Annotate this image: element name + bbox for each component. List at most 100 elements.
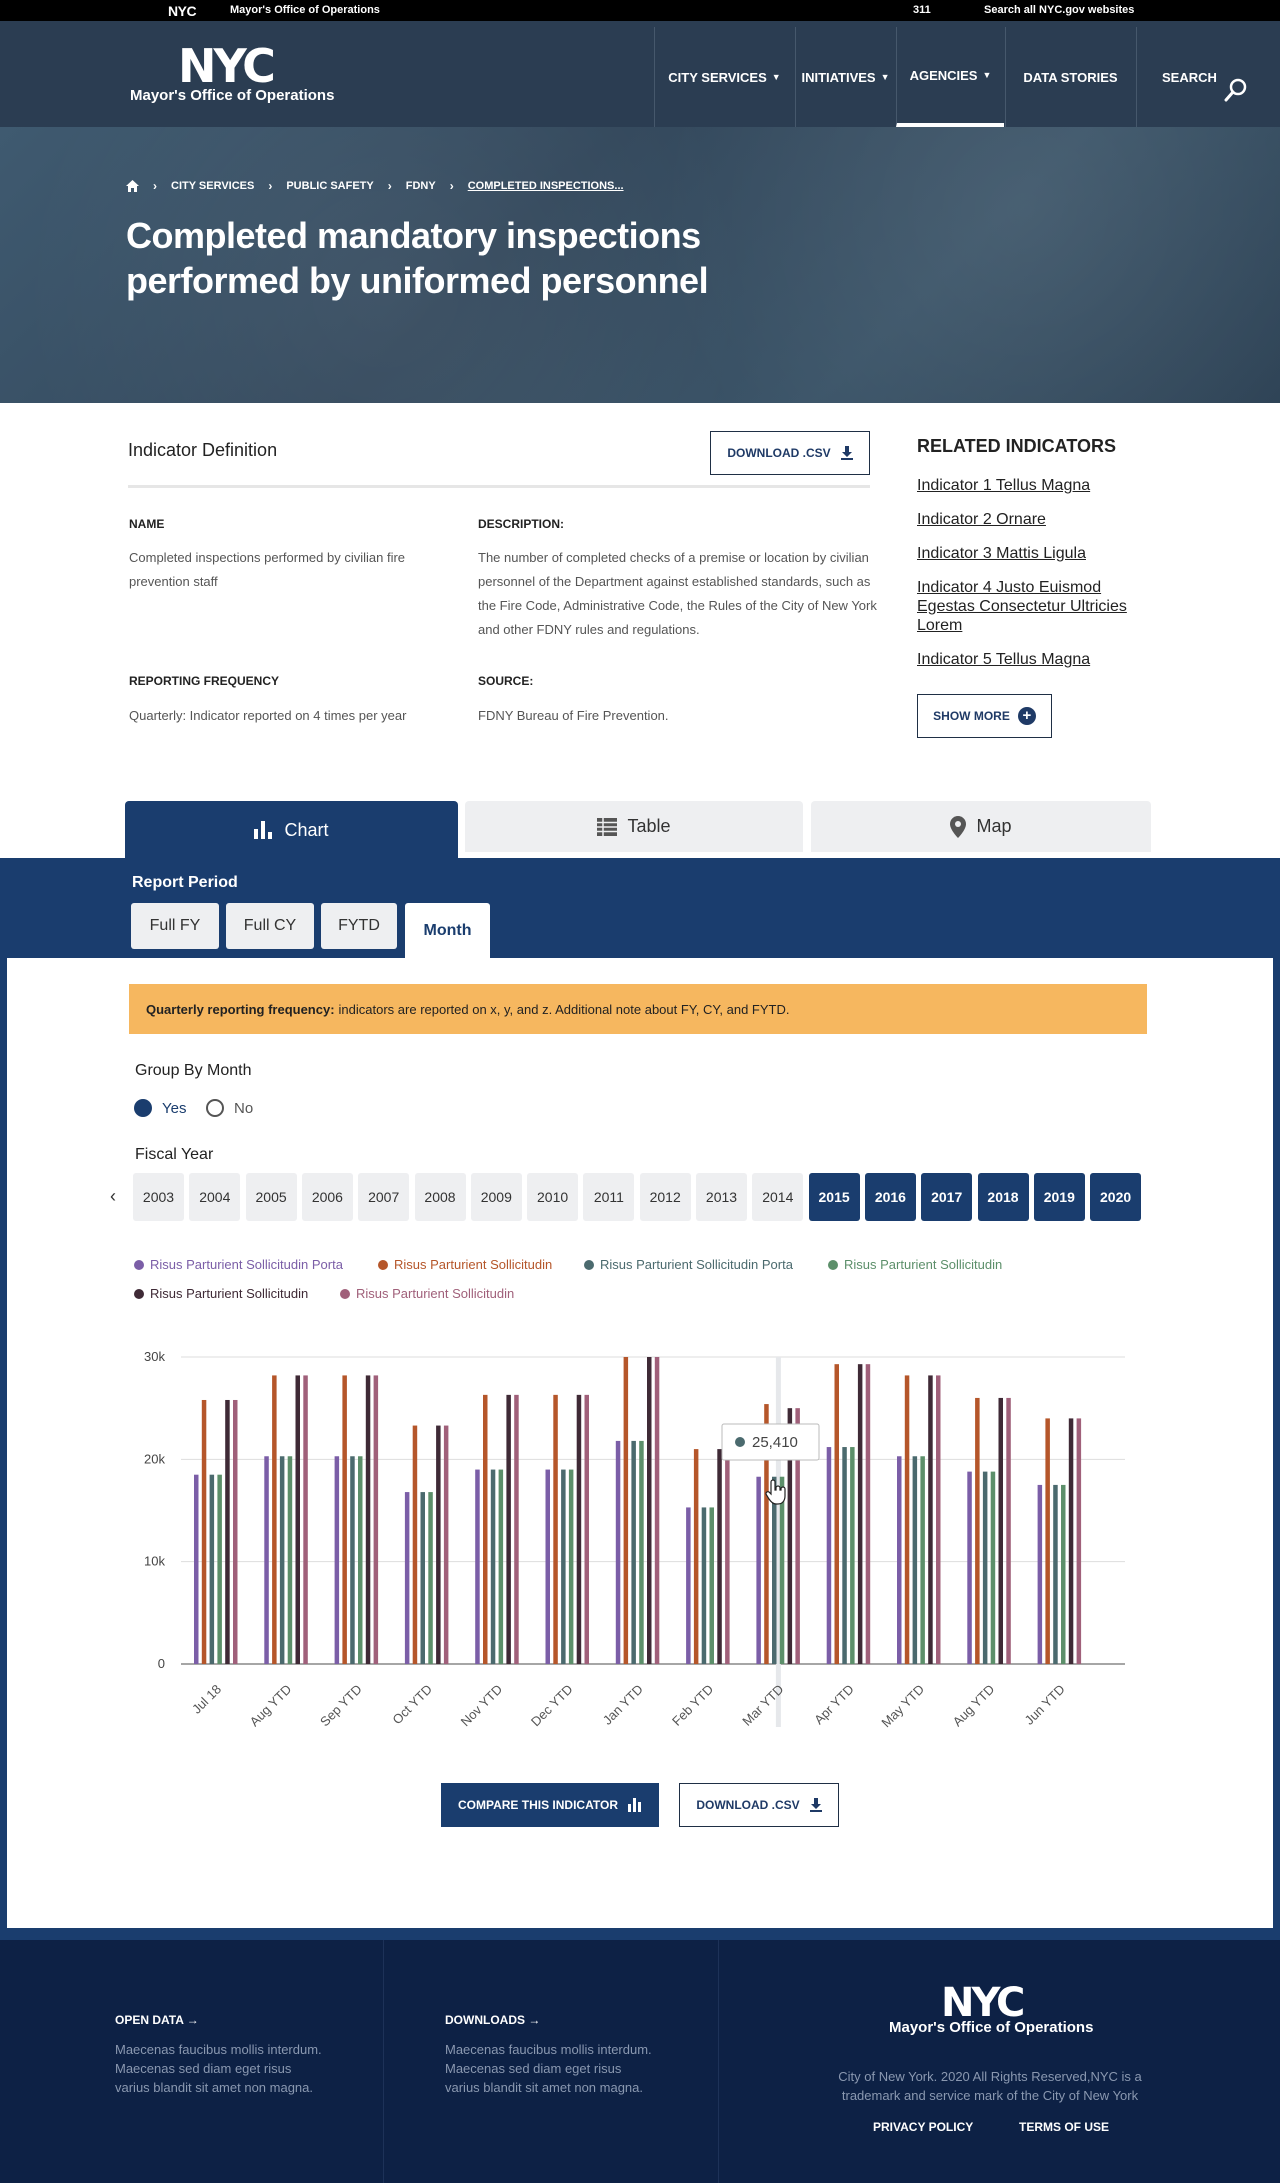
open-data-link[interactable]: OPEN DATA → xyxy=(115,2013,199,2027)
chart-bar[interactable] xyxy=(787,1408,793,1664)
legend-item[interactable]: Risus Parturient Sollicitudin xyxy=(378,1257,552,1272)
period-tab-full-cy[interactable]: Full CY xyxy=(226,903,314,949)
chart-bar[interactable] xyxy=(850,1447,855,1664)
chart-bar[interactable] xyxy=(350,1456,355,1664)
fiscal-year-2005[interactable]: 2005 xyxy=(245,1173,297,1221)
chart-bar[interactable] xyxy=(936,1375,941,1664)
chart-bar[interactable] xyxy=(725,1449,730,1664)
fiscal-year-2009[interactable]: 2009 xyxy=(470,1173,522,1221)
chart-bar[interactable] xyxy=(272,1375,277,1664)
nyc-logo-small[interactable]: NYC xyxy=(168,3,197,19)
nav-city-services[interactable]: CITY SERVICES ▼ xyxy=(654,27,794,127)
related-link[interactable]: Indicator 5 Tellus Magna xyxy=(917,651,1091,668)
logo-subtitle[interactable]: Mayor's Office of Operations xyxy=(130,87,335,104)
chart-bar[interactable] xyxy=(373,1375,379,1664)
chevron-left-icon[interactable]: ‹ xyxy=(110,1186,116,1206)
chart-bar[interactable] xyxy=(568,1469,574,1664)
period-tab-month[interactable]: Month xyxy=(405,903,490,958)
chart-bar[interactable] xyxy=(826,1447,832,1664)
nav-agencies[interactable]: AGENCIES ▼ xyxy=(896,27,1004,127)
link-311[interactable]: 311 xyxy=(913,4,931,16)
chart-bar[interactable] xyxy=(990,1471,996,1664)
chart-bar[interactable] xyxy=(998,1397,1004,1664)
chart-bar[interactable] xyxy=(545,1469,551,1664)
chart-bar[interactable] xyxy=(412,1425,418,1664)
tab-table[interactable]: Table xyxy=(465,801,803,852)
chart-bar[interactable] xyxy=(1076,1418,1082,1664)
chart-bar[interactable] xyxy=(1045,1418,1050,1664)
terms-of-use-link[interactable]: TERMS OF USE xyxy=(1019,2120,1110,2134)
nav-initiatives[interactable]: INITIATIVES ▼ xyxy=(795,27,895,127)
chart-bar[interactable] xyxy=(764,1404,769,1664)
tab-map[interactable]: Map xyxy=(811,801,1151,852)
fiscal-year-2006[interactable]: 2006 xyxy=(301,1173,353,1221)
fiscal-year-2015[interactable]: 2015 xyxy=(808,1173,860,1221)
chart-bar[interactable] xyxy=(967,1471,972,1664)
chart-bar[interactable] xyxy=(772,1476,777,1664)
chart-bar[interactable] xyxy=(217,1474,222,1664)
chart-bar[interactable] xyxy=(717,1449,722,1664)
fiscal-year-2004[interactable]: 2004 xyxy=(189,1173,241,1221)
chart-bar[interactable] xyxy=(1006,1397,1011,1664)
chart-bar[interactable] xyxy=(233,1399,238,1664)
chart-bar[interactable] xyxy=(194,1474,199,1664)
legend-item[interactable]: Risus Parturient Sollicitudin xyxy=(340,1286,514,1301)
chart-bar[interactable] xyxy=(912,1456,918,1664)
related-link[interactable]: Indicator 3 Mattis Ligula xyxy=(917,545,1086,562)
footer-nyc-logo[interactable]: NYC xyxy=(941,1980,1025,2026)
chart-bar[interactable] xyxy=(201,1399,207,1664)
chart-bar[interactable] xyxy=(1068,1418,1074,1664)
legend-item[interactable]: Risus Parturient Sollicitudin Porta xyxy=(134,1257,343,1272)
chart-bar[interactable] xyxy=(982,1471,988,1664)
period-tab-fytd[interactable]: FYTD xyxy=(321,903,397,949)
chart-bar[interactable] xyxy=(834,1364,840,1664)
chart-bar[interactable] xyxy=(342,1375,347,1664)
show-more-button[interactable]: SHOW MORE + xyxy=(917,694,1052,738)
chart-bar[interactable] xyxy=(701,1507,707,1664)
chart-bar[interactable] xyxy=(498,1469,504,1664)
breadcrumb-public-safety[interactable]: PUBLIC SAFETY xyxy=(286,180,374,192)
chart-bar[interactable] xyxy=(225,1399,230,1664)
group-by-yes-radio[interactable]: Yes xyxy=(134,1099,186,1117)
chart-bar[interactable] xyxy=(303,1375,308,1664)
chart-bar[interactable] xyxy=(865,1364,871,1664)
chart-bar[interactable] xyxy=(483,1394,488,1664)
chart-bar[interactable] xyxy=(897,1456,902,1664)
download-csv-button[interactable]: DOWNLOAD .CSV xyxy=(710,431,870,475)
nav-data-stories[interactable]: DATA STORIES xyxy=(1005,27,1135,127)
chart-bar[interactable] xyxy=(365,1375,371,1664)
fiscal-year-2010[interactable]: 2010 xyxy=(527,1173,579,1221)
chart-bar[interactable] xyxy=(1053,1484,1058,1664)
breadcrumb-city-services[interactable]: CITY SERVICES xyxy=(171,180,255,192)
breadcrumb-fdny[interactable]: FDNY xyxy=(405,180,436,192)
chart-bar[interactable] xyxy=(420,1492,426,1664)
home-icon[interactable] xyxy=(126,180,139,192)
chart-bar[interactable] xyxy=(561,1469,566,1664)
chart-bar[interactable] xyxy=(1037,1484,1043,1664)
chart-bar[interactable] xyxy=(490,1469,496,1664)
fiscal-year-2008[interactable]: 2008 xyxy=(414,1173,466,1221)
chart-bar[interactable] xyxy=(475,1469,480,1664)
chart-bar[interactable] xyxy=(576,1394,582,1664)
chart-bar[interactable] xyxy=(553,1394,558,1664)
chart-bar[interactable] xyxy=(639,1440,644,1664)
chart-bar[interactable] xyxy=(975,1397,980,1664)
fiscal-year-2018[interactable]: 2018 xyxy=(977,1173,1029,1221)
fiscal-year-2007[interactable]: 2007 xyxy=(358,1173,410,1221)
chart-bar[interactable] xyxy=(209,1474,215,1664)
chart-bar[interactable] xyxy=(709,1507,715,1664)
chart-bar[interactable] xyxy=(904,1375,910,1664)
chart-bar[interactable] xyxy=(842,1447,847,1664)
chart-bar[interactable] xyxy=(647,1357,652,1664)
chart-bar[interactable] xyxy=(615,1440,621,1664)
legend-item[interactable]: Risus Parturient Sollicitudin xyxy=(828,1257,1002,1272)
chart-bar[interactable] xyxy=(506,1394,511,1664)
nav-search[interactable]: SEARCH xyxy=(1136,27,1236,127)
legend-item[interactable]: Risus Parturient Sollicitudin xyxy=(134,1286,308,1301)
chart-bar[interactable] xyxy=(779,1476,785,1664)
chart-bar[interactable] xyxy=(686,1507,691,1664)
chart-bar[interactable] xyxy=(295,1375,301,1664)
chart-bar[interactable] xyxy=(334,1456,340,1664)
chart-bar[interactable] xyxy=(584,1394,590,1664)
chart-bar[interactable] xyxy=(920,1456,925,1664)
